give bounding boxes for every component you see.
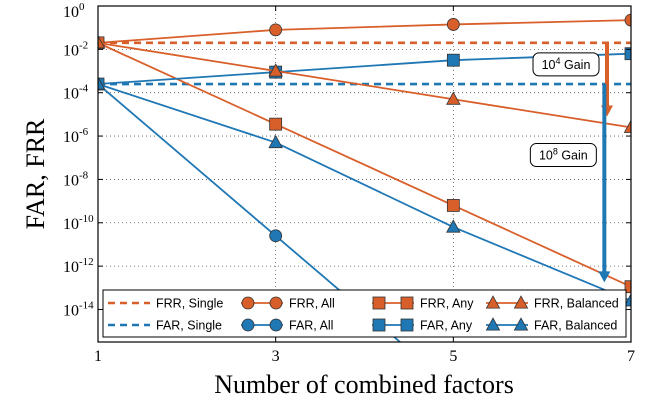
series-line-frr-balanced [98,41,631,129]
x-axis-title: Number of combined factors [214,370,514,399]
x-tick-label: 3 [272,348,280,365]
y-tick-label: 100 [63,1,85,21]
data-point-far-any [446,53,460,67]
x-tick-label: 1 [94,348,102,365]
legend-marker [485,317,501,331]
y-tick-label: 10-2 [63,39,88,59]
gain-label-box [529,143,597,168]
y-tick-label: 10-8 [63,169,89,189]
data-point-frr-balanced [268,63,283,77]
plot-frame [97,5,632,343]
y-tick-label: 10-6 [63,126,89,146]
data-point-far-balanced [446,219,461,233]
y-tick-label: 10-14 [63,299,94,319]
legend-marker [372,318,386,332]
data-point-far-balanced [268,134,283,149]
y-tick-label: 10-12 [63,256,94,276]
data-point-far-any [624,47,631,61]
series-line-frr-any [98,42,631,288]
data-point-frr-any [446,199,460,212]
y-tick-label: 10-4 [63,83,89,103]
data-point-far-all [269,229,283,243]
legend-marker [485,295,501,309]
legend-label: FRR, Any [420,297,474,311]
legend-label: FRR, Single [156,297,223,311]
legend-label: FAR, Any [420,319,473,333]
legend-label: FAR, All [289,319,333,333]
legend-marker [513,317,529,331]
gain-label-box [532,52,600,77]
legend-marker [513,295,529,309]
legend-label: FAR, Single [156,319,222,333]
legend-marker [372,296,386,310]
legend-label: FAR, Balanced [534,319,617,333]
data-point-frr-any [269,117,283,131]
legend-marker [241,318,255,332]
legend-label: FRR, Balanced [534,297,619,311]
ticks: 1 3 5 7 100 10-2 10-4 10-6 10-8 10-10 10-12 10-14 [63,1,635,365]
data-point-frr-balanced [98,35,106,49]
legend-label: FRR, All [289,297,335,311]
data-point-frr-balanced [623,119,631,133]
y-axis-title: FAR, FRR [21,118,50,229]
x-tick-label: 7 [627,348,635,365]
data-point-far-balanced [98,76,106,90]
legend-marker [269,296,283,310]
legend-marker [241,296,255,310]
gain-label: 108 Gain [539,147,588,163]
data-point-frr-any [624,280,631,294]
series-layer [98,13,631,342]
annotations: 104 Gain 108 Gain [529,42,614,283]
series-line-frr-all [98,19,631,44]
gain-arrow-head [598,271,611,283]
series-line-far-balanced [98,83,631,302]
x-tick-label: 5 [449,348,457,365]
legend: FRR, Single FRR, All FRR, Any FRR, Balanced… [102,289,627,338]
y-tick-label: 10-10 [63,213,94,233]
legend-box [102,289,627,338]
data-point-frr-balanced [446,91,461,105]
gain-label: 104 Gain [542,56,591,72]
data-point-frr-all [446,18,460,31]
data-point-frr-all [624,13,631,27]
legend-marker [400,296,414,310]
legend-marker [269,318,283,332]
data-point-frr-all [269,23,283,37]
legend-marker [400,318,414,332]
